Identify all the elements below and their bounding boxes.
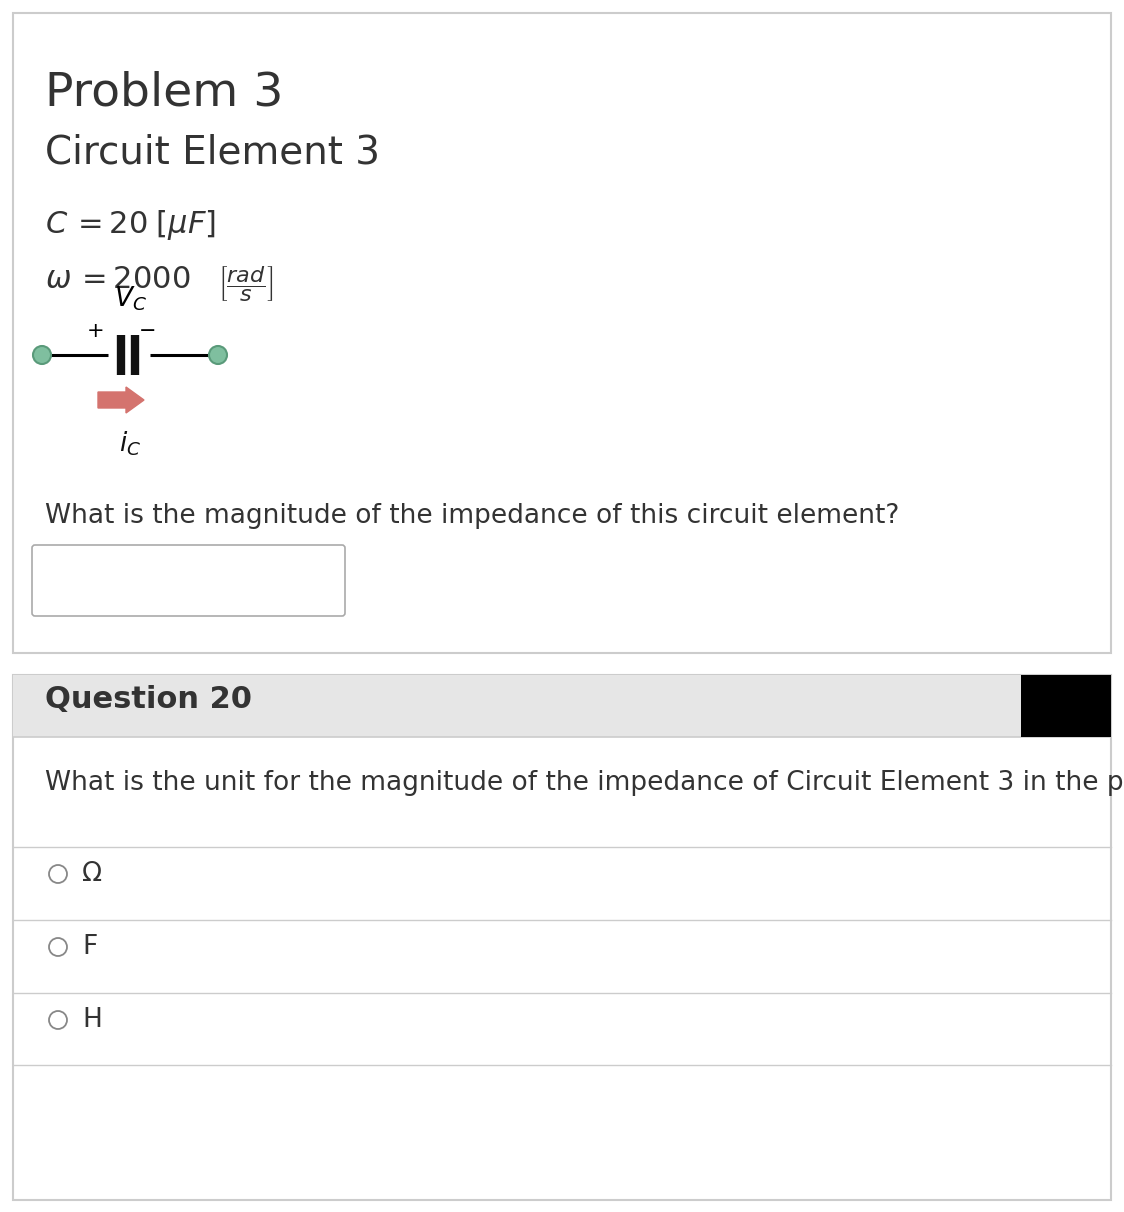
Text: $V_C$: $V_C$ [114, 285, 146, 313]
FancyBboxPatch shape [31, 545, 345, 616]
Text: Circuit Element 3: Circuit Element 3 [45, 133, 380, 171]
FancyArrow shape [98, 387, 144, 413]
Bar [13, 675, 1111, 1200]
Circle shape [33, 345, 51, 364]
Text: +: + [88, 321, 105, 341]
Text: What is the unit for the magnitude of the impedance of Circuit Element 3 in the : What is the unit for the magnitude of th… [45, 770, 1124, 796]
Text: $\left[\dfrac{rad}{s}\right]$: $\left[\dfrac{rad}{s}\right]$ [218, 263, 273, 303]
Text: Question 20: Question 20 [45, 685, 252, 714]
Circle shape [49, 865, 67, 884]
Text: H: H [82, 1007, 102, 1033]
Circle shape [209, 345, 227, 364]
Bar [1021, 675, 1111, 737]
Circle shape [49, 1011, 67, 1029]
Text: $\mathit{\omega}\,{=}2000$: $\mathit{\omega}\,{=}2000$ [45, 265, 191, 295]
Text: What is the magnitude of the impedance of this circuit element?: What is the magnitude of the impedance o… [45, 503, 899, 528]
Text: −: − [139, 321, 156, 341]
Text: $\mathit{C}\,{=}20\;[\mu\mathit{F}]$: $\mathit{C}\,{=}20\;[\mu\mathit{F}]$ [45, 208, 216, 242]
Text: Problem 3: Problem 3 [45, 72, 283, 116]
Bar [13, 13, 1111, 653]
Text: Ω: Ω [82, 861, 102, 887]
Text: F: F [82, 934, 98, 960]
Circle shape [49, 938, 67, 956]
Text: $i_C$: $i_C$ [119, 430, 142, 458]
Bar [13, 675, 1111, 737]
